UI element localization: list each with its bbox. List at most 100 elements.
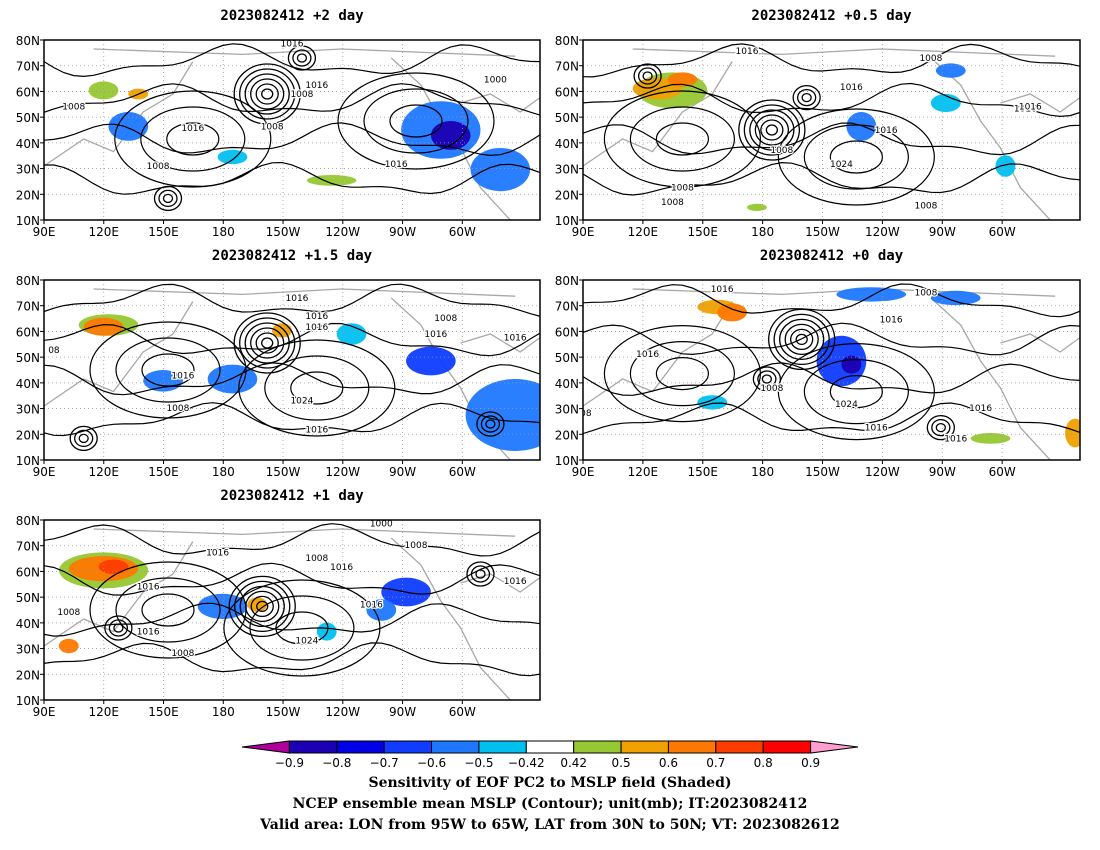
lat-tick-label: 80N (555, 34, 579, 48)
lon-tick-label: 120W (325, 465, 360, 479)
lat-tick-label: 50N (16, 591, 40, 605)
lon-tick-label: 60W (449, 225, 476, 239)
lon-tick-label: 120E (628, 465, 659, 479)
sensitivity-shading (108, 112, 149, 141)
pressure-low-contour (480, 415, 501, 433)
lon-tick-label: 90E (33, 465, 56, 479)
lon-tick-label: 120W (865, 465, 900, 479)
map-field: 1016101610161008101610160810161008102410… (44, 280, 540, 460)
contour-label: 1016 (305, 312, 328, 322)
pressure-low-contour (761, 374, 773, 384)
lon-tick-label: 150E (148, 705, 179, 719)
pressure-low-contour (790, 328, 814, 351)
coastline (632, 48, 1056, 57)
lat-tick-label: 10N (16, 454, 40, 468)
lon-tick-label: 180 (751, 465, 774, 479)
contour-label: 1008 (434, 314, 457, 324)
pressure-low-contour (250, 595, 274, 618)
contour-label: 1016 (1014, 104, 1037, 114)
isobar-contour (583, 402, 1080, 435)
sensitivity-shading (747, 203, 767, 211)
map-panel: 2023082412 +1.5 day101610161016100810161… (16, 248, 541, 479)
colorbar-tick-label: 0.9 (801, 756, 820, 770)
contour-label: 1016 (636, 350, 659, 360)
colorbar-tick-label: 0.42 (560, 756, 587, 770)
lat-tick-label: 40N (555, 137, 579, 151)
pressure-low-contour (250, 327, 285, 359)
colorbar-arrow-high (810, 740, 859, 754)
colorbar-tick-label: 0.7 (706, 756, 725, 770)
coastline (930, 57, 1051, 220)
colorbar-tick-label: −0.42 (508, 756, 545, 770)
colorbar-tick-label: −0.9 (275, 756, 304, 770)
map-panel: 2023082412 +0.5 day101610081016101610161… (555, 8, 1081, 239)
lon-tick-label: 60W (449, 465, 476, 479)
colorbar-tick-label: 0.8 (754, 756, 773, 770)
contour-label: 1008 (261, 122, 284, 132)
lat-tick-label: 30N (16, 163, 40, 177)
sensitivity-shading (697, 395, 728, 410)
pressure-high-contour (337, 72, 495, 170)
coastline (44, 301, 194, 407)
contour-label: 1016 (875, 126, 898, 136)
sensitivity-shading (836, 287, 907, 302)
isobar-contour (44, 562, 540, 596)
lat-tick-label: 40N (555, 377, 579, 391)
contour-label: 1016 (504, 334, 527, 344)
sensitivity-shading (217, 149, 248, 165)
coastline (460, 333, 540, 353)
pressure-high-contour (115, 337, 221, 403)
contour-label: 08 (48, 346, 60, 356)
pressure-low-contour (233, 312, 301, 374)
lat-tick-label: 60N (16, 85, 40, 99)
pressure-low-contour (795, 333, 808, 346)
lat-tick-label: 10N (16, 214, 40, 228)
map-frame (43, 39, 541, 221)
lat-tick-label: 70N (555, 60, 579, 74)
contour-label: 1016 (880, 316, 903, 326)
contour-label: 1016 (424, 330, 447, 340)
contour-label: 1016 (944, 434, 967, 444)
pressure-high-contour (141, 593, 195, 627)
pressure-low-contour (475, 569, 486, 579)
sensitivity-shading (930, 290, 981, 306)
pressure-low-contour (738, 99, 806, 161)
lat-tick-label: 80N (16, 274, 40, 288)
pressure-high-contour (140, 106, 246, 172)
contour-label: 1016 (504, 577, 527, 587)
pressure-high-contour (264, 355, 370, 421)
coastline (93, 528, 516, 537)
pressure-low-contour (637, 67, 658, 85)
sensitivity-shading (970, 433, 1011, 444)
map-frame (43, 519, 541, 701)
isobar-contour (44, 523, 540, 557)
colorbar-bin (762, 740, 812, 754)
colorbar: −0.9 −0.8 −0.7 −0.6 −0.5 −0.42 0.42 0.5 0.6 0.7 0.… (241, 740, 859, 770)
lat-tick-label: 50N (16, 351, 40, 365)
colorbar-tick-label: 0.5 (612, 756, 631, 770)
colorbar-bin (478, 740, 527, 754)
contour-label: 1008 (661, 198, 684, 208)
pressure-high-contour (238, 339, 396, 437)
lon-tick-label: 90W (929, 465, 956, 479)
coastline (460, 93, 540, 113)
lon-tick-label: 120E (89, 465, 120, 479)
pressure-low-contour (234, 580, 291, 633)
pressure-high-contour (803, 359, 909, 425)
isobar-contour (44, 322, 540, 357)
isobar-contour (44, 43, 540, 78)
pressure-low-contour (801, 92, 812, 103)
lon-tick-label: 90E (572, 225, 595, 239)
lat-tick-label: 10N (555, 454, 579, 468)
isobar-contour (583, 161, 1080, 196)
pressure-high-contour (115, 577, 221, 643)
colorbar-tick-label: 0.6 (659, 756, 678, 770)
pressure-high-contour (777, 108, 935, 206)
pressure-low-contour (296, 53, 308, 63)
lon-tick-label: 120W (865, 225, 900, 239)
contour-label: 1008 (770, 146, 793, 156)
isobar-contour (583, 43, 1080, 78)
sensitivity-shading (58, 638, 79, 654)
